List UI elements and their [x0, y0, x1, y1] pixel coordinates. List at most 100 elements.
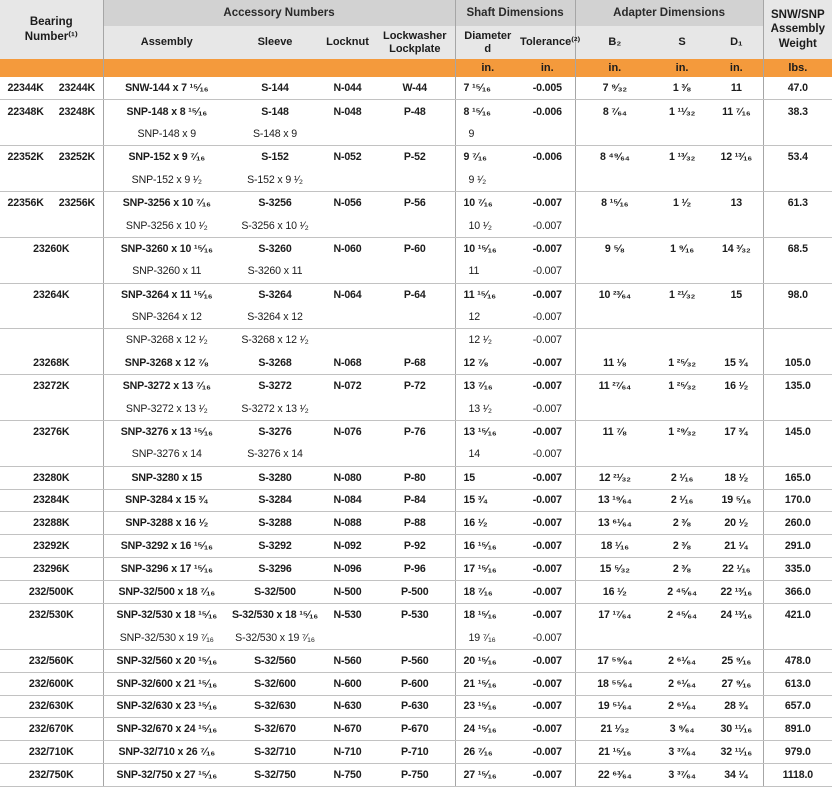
units-d1: in. — [710, 59, 764, 77]
cell-weight: 165.0 — [763, 466, 832, 490]
cell-weight: 53.4 — [787, 151, 808, 164]
cell-sleeve: S-32/500 — [230, 580, 320, 604]
cell-weight: 61.3 — [787, 197, 808, 210]
cell-lockwasher — [375, 168, 456, 192]
cell-tolerance: -0.007 — [520, 374, 576, 398]
table-row: 23284K SNP-3284 x 15 ³⁄₄ S-3284 N-084 P-84 15… — [0, 489, 832, 513]
cell-d1 — [710, 328, 764, 352]
cell-assembly: SNP-32/530 x 18 ¹⁵⁄₁₆ — [116, 609, 218, 622]
cell-s: 3 ³⁷⁄₆₄ — [654, 740, 711, 765]
cell-s: 1 ²⁵⁄₃₂ — [654, 351, 711, 376]
cell-d1: 28 ³⁄₄ — [710, 695, 764, 719]
cell-locknut: N-064 — [333, 288, 362, 301]
cell-diameter: 10 ¹⁵⁄₁₆ — [463, 242, 497, 255]
cell-tolerance — [520, 168, 576, 192]
cell-s: 2 ³⁄₈ — [654, 534, 711, 559]
cell-sleeve: S-3292 — [230, 534, 320, 559]
cell-sleeve: S-3272 — [258, 380, 292, 393]
cell-s — [654, 329, 710, 352]
cell-lockwasher: P-76 — [375, 420, 456, 444]
cell-b2: 16 ¹⁄₂ — [575, 580, 655, 604]
cell-locknut: N-052 — [333, 151, 362, 164]
cell-lockwasher: P-670 — [375, 717, 456, 742]
cell-weight: 657.0 — [763, 695, 832, 719]
bearing-number: 23296K — [33, 563, 70, 576]
cell-tolerance: -0.007 — [520, 237, 576, 261]
cell-weight: 47.0 — [763, 77, 832, 101]
cell-b2: 12 ²¹⁄₃₂ — [575, 466, 655, 490]
cell-d1: 16 ¹⁄₂ — [710, 374, 764, 398]
bearing-number: 23260K — [33, 242, 70, 255]
table-row: 232/600K SNP-32/600 x 21 ¹⁵⁄₁₆ S-32/600 N-6… — [0, 672, 832, 696]
cell-lockwasher — [375, 328, 456, 352]
cell-b2: 17 ⁵⁹⁄₆₄ — [575, 649, 655, 673]
cell-tolerance: -0.007 — [520, 466, 576, 490]
col-header-sleeve: Sleeve — [230, 26, 320, 59]
cell-locknut: N-048 — [333, 105, 362, 118]
table-row: SNP-3272 x 13 ¹⁄₂ S-3272 x 13 ¹⁄₂ 13 ¹⁄₂ -0… — [0, 397, 832, 421]
cell-sleeve: S-32/600 — [230, 672, 320, 696]
cell-locknut: N-560 — [320, 649, 375, 673]
cell-s: 2 ¹⁄₁₆ — [654, 466, 711, 490]
cell-b2: 9 ⁵⁄₈ — [604, 242, 625, 255]
cell-bearing-number: 23276K — [0, 420, 104, 444]
bearing-number: 23256K — [58, 197, 95, 210]
col-header-b2: B₂ — [575, 26, 655, 59]
cell-s: 1 ¹⁄₂ — [673, 197, 692, 210]
units-bearing — [0, 59, 104, 77]
cell-bearing-number: 23264K — [0, 283, 104, 306]
cell-tolerance: -0.007 — [520, 489, 576, 513]
col-header-d1: D₁ — [710, 26, 764, 59]
cell-b2: 8 ⁷⁄₆₄ — [602, 105, 627, 118]
table-row: SNP-32/530 x 19 ⁷⁄₁₆ S-32/530 x 19 ⁷⁄₁₆ 19… — [0, 626, 832, 650]
cell-b2: 19 ⁵¹⁄₆₄ — [575, 695, 655, 719]
cell-locknut: N-084 — [320, 489, 375, 513]
cell-sleeve: S-32/560 — [230, 649, 320, 673]
cell-weight: 105.0 — [763, 351, 832, 376]
bearing-number: 232/710K — [28, 746, 74, 759]
cell-locknut — [320, 397, 375, 421]
cell-assembly: SNP-3276 x 13 ¹⁵⁄₁₆ — [120, 426, 213, 439]
cell-locknut: N-072 — [333, 380, 362, 393]
cell-sleeve: S-3256 — [258, 197, 292, 210]
cell-tolerance: -0.007 — [520, 511, 576, 536]
table-row: 232/750K SNP-32/750 x 27 ¹⁵⁄₁₆ S-32/750 N-7… — [0, 763, 832, 788]
cell-b2: 13 ¹⁹⁄₆₄ — [575, 489, 655, 513]
cell-diameter: 21 ¹⁵⁄₁₆ — [455, 672, 521, 696]
cell-weight — [763, 329, 832, 352]
cell-tolerance: -0.007 — [520, 351, 576, 376]
cell-d1: 12 ¹³⁄₁₆ — [710, 145, 764, 169]
cell-lockwasher: P-60 — [375, 237, 456, 261]
cell-diameter: 20 ¹⁵⁄₁₆ — [455, 649, 521, 673]
group-header-shaft-dimensions: Shaft Dimensions — [455, 0, 576, 26]
cell-bearing-number — [0, 260, 104, 284]
cell-b2: 18 ⁵⁵⁄₆₄ — [575, 672, 655, 696]
cell-b2: 21 ¹⁵⁄₁₆ — [575, 740, 655, 765]
cell-diameter: 16 ¹⁵⁄₁₆ — [455, 534, 521, 559]
cell-bearing-number: 22348K 23248K — [0, 99, 104, 123]
cell-bearing-number — [0, 443, 104, 467]
col-header-assembly: Assembly — [103, 26, 230, 59]
cell-sleeve: S-3296 — [230, 557, 320, 582]
cell-s: 1 ¹¹⁄₃₂ — [668, 105, 696, 118]
col-header-s: S — [654, 26, 711, 59]
cell-diameter: 23 ¹⁵⁄₁₆ — [455, 695, 521, 719]
table-row: 232/710K SNP-32/710 x 26 ⁷⁄₁₆ S-32/710 N-71… — [0, 740, 832, 765]
table-row: 22348K 23248K SNP-148 x 8 ¹⁵⁄₁₆ S-148 N-048 P… — [0, 99, 832, 123]
cell-sleeve: S-3264 — [258, 288, 292, 301]
cell-lockwasher: P-52 — [375, 145, 456, 169]
cell-bearing-number: 22356K 23256K — [0, 191, 104, 215]
cell-sleeve: S-148 x 9 — [230, 122, 320, 147]
cell-diameter: 18 ¹⁵⁄₁₆ — [463, 609, 497, 622]
cell-assembly: SNP-3256 x 10 ¹⁄₂ — [103, 214, 230, 238]
bearing-number: 232/530K — [28, 609, 74, 622]
units-sleeve — [230, 59, 320, 77]
table-row: SNP-3264 x 12 S-3264 x 12 12 -0.007 — [0, 305, 832, 330]
cell-diameter: 8 ¹⁵⁄₁₆ — [463, 105, 491, 118]
cell-weight: 891.0 — [763, 717, 832, 742]
cell-sleeve: S-32/530 x 18 ¹⁵⁄₁₆ — [231, 609, 319, 622]
cell-b2: 22 ⁶³⁄₆₄ — [575, 763, 655, 788]
cell-locknut: N-670 — [320, 717, 375, 742]
bearing-number: 23244K — [58, 82, 95, 95]
table-row: SNP-3256 x 10 ¹⁄₂ S-3256 x 10 ¹⁄₂ 10 ¹⁄₂ -0… — [0, 214, 832, 238]
